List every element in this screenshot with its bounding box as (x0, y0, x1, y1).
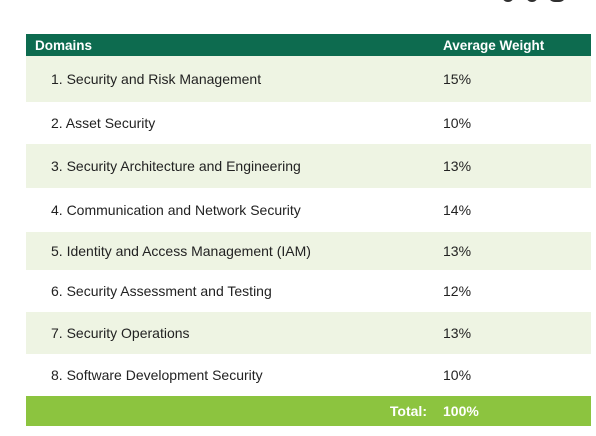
weight-cell: 14% (443, 202, 472, 218)
header-domains: Domains (35, 37, 93, 53)
domain-cell: 5. Identity and Access Management (IAM) (51, 243, 311, 259)
table-body: 1. Security and Risk Management 15% 2. A… (26, 56, 591, 396)
weight-cell: 12% (443, 283, 472, 299)
domain-cell: 8. Software Development Security (51, 367, 263, 383)
table-row: 5. Identity and Access Management (IAM) … (26, 232, 591, 270)
domain-cell: 6. Security Assessment and Testing (51, 283, 272, 299)
domain-weights-table: Domains Average Weight 1. Security and R… (26, 34, 591, 426)
total-label: Total: (389, 403, 427, 419)
weight-cell: 13% (443, 158, 472, 174)
weight-cell: 13% (443, 243, 472, 259)
domain-cell: 3. Security Architecture and Engineering (51, 158, 301, 174)
weight-cell: 15% (443, 71, 472, 87)
table-row: 8. Software Development Security 10% (26, 354, 591, 396)
table-row: 2. Asset Security 10% (26, 102, 591, 144)
table-row: 6. Security Assessment and Testing 12% (26, 270, 591, 312)
domain-cell: 2. Asset Security (51, 115, 156, 131)
domain-cell: 4. Communication and Network Security (51, 202, 301, 218)
weight-cell: 10% (443, 367, 472, 383)
table-row: 7. Security Operations 13% (26, 312, 591, 354)
table-row: 3. Security Architecture and Engineering… (26, 144, 591, 188)
weight-cell: 13% (443, 325, 472, 341)
cropped-heading-fragment (502, 0, 566, 4)
table-header: Domains Average Weight (26, 34, 591, 56)
table-row: 4. Communication and Network Security 14… (26, 188, 591, 232)
total-row: Total: 100% (26, 396, 591, 426)
header-average-weight: Average Weight (443, 37, 545, 53)
domain-cell: 7. Security Operations (51, 325, 190, 341)
domain-cell: 1. Security and Risk Management (51, 71, 262, 87)
weight-cell: 10% (443, 115, 472, 131)
total-value: 100% (443, 403, 479, 419)
table-row: 1. Security and Risk Management 15% (26, 56, 591, 102)
